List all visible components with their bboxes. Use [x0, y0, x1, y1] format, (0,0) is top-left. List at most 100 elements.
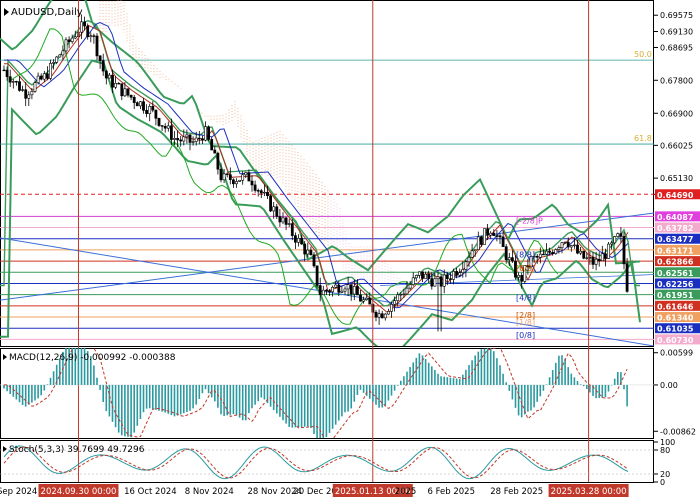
- candle-body: [120, 83, 124, 97]
- price-tick-label: 0.67800: [660, 76, 693, 85]
- price-tick-label: 0.65130: [660, 174, 693, 183]
- candle-body: [241, 174, 245, 181]
- candle-body: [433, 278, 437, 287]
- candle-body: [340, 290, 344, 293]
- candle-body: [585, 257, 589, 259]
- candle-body: [108, 74, 111, 79]
- candle-body: [572, 244, 576, 247]
- candle-body: [312, 254, 316, 267]
- murray-label: [4/8]: [516, 293, 535, 302]
- candle-body: [402, 293, 406, 295]
- macd-signal-line: [4, 348, 628, 438]
- candle-body: [377, 313, 381, 318]
- candle-body: [216, 152, 220, 170]
- candle-body: [111, 74, 114, 88]
- candle-body: [45, 73, 49, 79]
- candle-body: [70, 37, 74, 42]
- candle-body: [396, 294, 400, 301]
- stoch-tick-label: 100: [660, 438, 675, 447]
- candle-body: [520, 275, 524, 282]
- macd-collapse-icon[interactable]: [3, 354, 7, 360]
- candle-body: [616, 233, 620, 237]
- level-tag: [655, 289, 700, 300]
- level-tag: [655, 211, 700, 222]
- murray-label: [6/8]: [516, 264, 535, 273]
- candle-body: [576, 244, 579, 254]
- candle-body: [483, 228, 486, 245]
- candle-body: [386, 311, 390, 315]
- level-tag: [655, 233, 700, 244]
- date-highlight-tag: [332, 484, 413, 497]
- candle-body: [266, 191, 269, 197]
- candle-body: [467, 257, 471, 263]
- candle-body: [554, 249, 558, 254]
- candle-body: [284, 217, 288, 225]
- candle-body: [98, 55, 102, 62]
- candle-body: [374, 311, 378, 318]
- candle-body: [603, 253, 607, 259]
- date-label: 16 Oct 2024: [124, 487, 177, 497]
- date-highlight-tag: [38, 484, 119, 497]
- candle-body: [213, 149, 217, 154]
- candle-body: [510, 257, 514, 262]
- candle-body: [18, 81, 21, 91]
- candle-body: [132, 96, 136, 103]
- downtrend-line: [0, 237, 654, 346]
- main-panel-frame: [0, 0, 654, 347]
- level-tag: [655, 244, 700, 255]
- candle-body: [33, 82, 37, 92]
- stoch-panel-frame: [0, 440, 654, 483]
- candle-body: [114, 82, 118, 88]
- candle-body: [337, 284, 341, 293]
- macd-title: MACD(12,26,9) -0.000992 -0.000388: [3, 353, 176, 363]
- candle-body: [417, 271, 421, 276]
- candle-body: [318, 285, 322, 296]
- candle-body: [145, 110, 149, 114]
- fibonacci-lines: 50.0 61.8: [0, 50, 654, 145]
- candle-body: [569, 245, 573, 248]
- candle-body: [476, 236, 480, 250]
- candle-body: [157, 118, 161, 126]
- candle-body: [452, 271, 455, 280]
- candle-body: [334, 284, 338, 288]
- price-level-tags: 0.64690 0.64087 0.63782 0.63477 0.63171 0.628…: [655, 189, 700, 345]
- level-tag-label: 0.63171: [657, 246, 694, 255]
- candle-body: [80, 21, 83, 33]
- candle-body: [408, 284, 412, 289]
- candle-body: [514, 260, 517, 278]
- candle-body: [8, 76, 12, 83]
- candle-body: [2, 69, 6, 72]
- candle-body: [535, 255, 539, 258]
- level-tag-label: 0.60730: [657, 336, 694, 345]
- date-label: 6 Feb 2025: [428, 487, 476, 497]
- candle-body: [15, 81, 18, 83]
- candle-body: [201, 138, 204, 141]
- level-tag-label: 0.61646: [657, 302, 694, 311]
- fib-label: 61.8: [634, 134, 652, 143]
- candle-body: [42, 73, 46, 80]
- date-highlight-label: 2025.03.28 00:00: [551, 487, 627, 497]
- candle-body: [594, 258, 598, 265]
- ma-blue: [4, 21, 629, 309]
- candle-body: [250, 180, 254, 186]
- candle-body: [331, 287, 335, 293]
- candle-body: [470, 250, 474, 258]
- date-label: 28 Feb 2025: [490, 487, 543, 497]
- candle-body: [346, 284, 350, 290]
- candle-body: [613, 236, 617, 244]
- collapse-triangle-icon[interactable]: [4, 8, 9, 16]
- candle-body: [173, 138, 176, 140]
- candle-body: [324, 289, 328, 292]
- candle-body: [86, 25, 90, 38]
- candle-body: [591, 257, 595, 265]
- candle-body: [622, 236, 626, 265]
- ichimoku-cloud: [99, 0, 440, 297]
- stoch-collapse-icon[interactable]: [3, 446, 7, 452]
- candle-body: [139, 101, 142, 107]
- candle-body: [464, 261, 468, 270]
- candle-body: [486, 228, 490, 236]
- candle-body: [455, 271, 459, 276]
